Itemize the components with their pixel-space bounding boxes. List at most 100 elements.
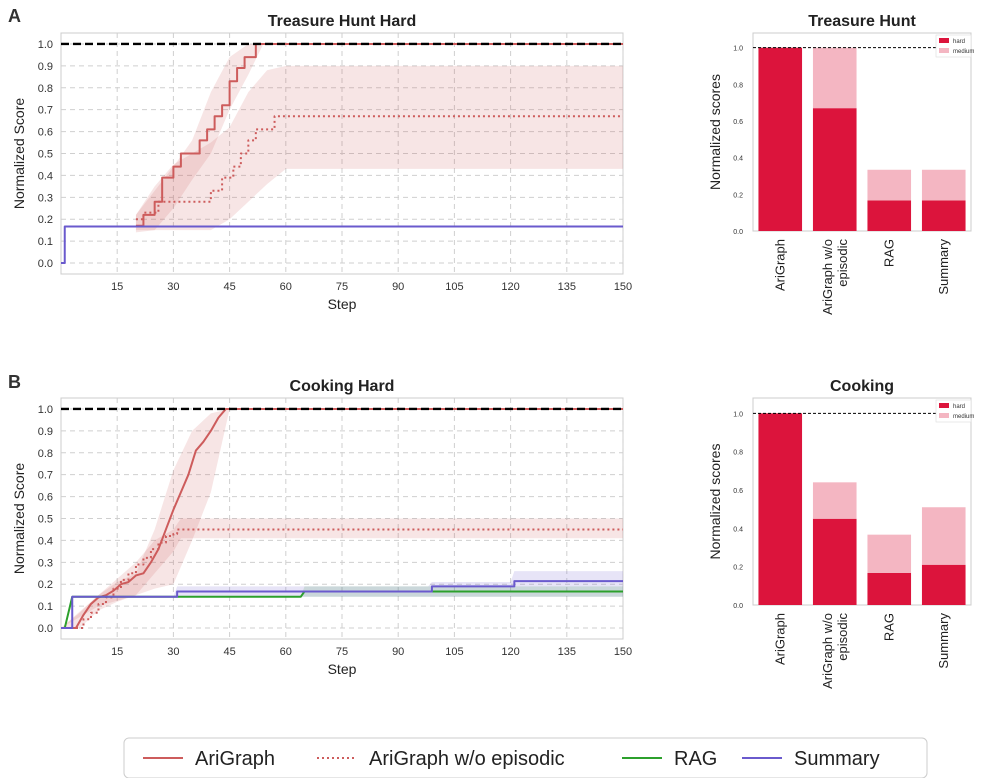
bar-legend: hard medium bbox=[935, 34, 974, 58]
y-tick-label: 0.7 bbox=[38, 105, 53, 117]
x-tick-label: 90 bbox=[392, 281, 404, 293]
y-tick-label: 0.4 bbox=[38, 170, 53, 182]
x-tick-label: 150 bbox=[614, 281, 632, 293]
x-tick-label: AriGraph bbox=[772, 613, 787, 665]
bar-medium-summary bbox=[921, 169, 966, 201]
bar-hard-rag bbox=[867, 572, 912, 605]
y-tick-label: 0.0 bbox=[38, 623, 53, 635]
y-tick-label: 0.6 bbox=[733, 488, 743, 495]
figure-legend: AriGraph AriGraph w/o episodic RAG Summary bbox=[123, 737, 928, 778]
chart-title: Cooking Hard bbox=[290, 378, 395, 395]
y-tick-label: 0.6 bbox=[38, 492, 53, 504]
bar-hard-arigraph-w-o-episodic bbox=[812, 518, 857, 605]
y-tick-label: 0.8 bbox=[733, 82, 743, 89]
series-line-summary bbox=[61, 580, 623, 630]
x-tick-label: 105 bbox=[445, 646, 463, 658]
y-tick-label: 0.0 bbox=[733, 603, 743, 610]
x-tick-label-line: AriGraph w/o bbox=[820, 239, 835, 315]
bar-legend-swatch-hard bbox=[939, 38, 949, 43]
x-tick-label: AriGraph w/oepisodic bbox=[820, 239, 850, 315]
bar-hard-summary bbox=[921, 564, 966, 605]
y-tick-label: 0.0 bbox=[38, 258, 53, 270]
panel-label-b: B bbox=[8, 372, 21, 392]
bar-hard-arigraph bbox=[758, 47, 803, 231]
x-tick-label: 60 bbox=[280, 281, 292, 293]
y-tick-label: 1.0 bbox=[38, 404, 53, 416]
y-tick-label: 0.3 bbox=[38, 557, 53, 569]
x-tick-label: 75 bbox=[336, 646, 348, 658]
y-tick-label: 0.2 bbox=[733, 192, 743, 199]
y-tick-label: 0.2 bbox=[733, 565, 743, 572]
y-tick-label: 0.0 bbox=[733, 229, 743, 236]
x-tick-label: 135 bbox=[558, 281, 576, 293]
x-tick-label-line: AriGraph w/o bbox=[820, 613, 835, 689]
band-arigraph-w-o-episodic bbox=[61, 518, 623, 629]
bar-legend-label: hard bbox=[953, 404, 965, 410]
y-tick-label: 0.7 bbox=[38, 470, 53, 482]
bar-legend-label: hard bbox=[953, 39, 965, 45]
series-line-arigraph-w-o-episodic bbox=[61, 528, 623, 630]
cooking-hard-line-chart: 15 30 45 60 75 90 105 120 135 150 0.0 0.1 0.2 0.3 0.4 0… bbox=[11, 378, 632, 677]
bar-medium-arigraph-w-o-episodic bbox=[812, 482, 857, 519]
bar-medium-rag bbox=[867, 169, 912, 201]
chart-title: Cooking bbox=[830, 378, 894, 395]
y-tick-label: 0.6 bbox=[38, 127, 53, 139]
x-tick-label: 105 bbox=[445, 281, 463, 293]
x-axis-label: Step bbox=[328, 296, 357, 312]
y-tick-label: 0.8 bbox=[733, 450, 743, 457]
y-tick-label: 0.2 bbox=[38, 214, 53, 226]
band-arigraph bbox=[61, 408, 623, 629]
y-axis-label: Normalized scores bbox=[707, 444, 723, 560]
bar-legend-label: medium bbox=[953, 414, 974, 420]
x-tick-label: 15 bbox=[111, 281, 123, 293]
y-tick-label: 0.6 bbox=[733, 119, 743, 126]
chart-title: Treasure Hunt Hard bbox=[268, 13, 416, 30]
treasure-hunt-hard-line-chart: 15 30 45 60 75 90 105 120 135 150 0.0 0.1 0.2 0.3 0.4 0… bbox=[11, 13, 632, 312]
y-tick-label: 0.9 bbox=[38, 426, 53, 438]
cooking-bar-chart: 0.0 0.2 0.4 0.6 0.8 1.0 AriGraph AriGraph w/oep… bbox=[707, 378, 974, 689]
x-axis-label: Step bbox=[328, 661, 357, 677]
y-tick-label: 0.1 bbox=[38, 236, 53, 248]
x-tick-label: 75 bbox=[336, 281, 348, 293]
bar-hard-arigraph bbox=[758, 413, 803, 605]
legend-label-summary: Summary bbox=[794, 748, 880, 770]
bar-hard-rag bbox=[867, 200, 912, 231]
legend-label-arigraph-w-o-episodic: AriGraph w/o episodic bbox=[369, 748, 565, 770]
y-tick-label: 0.4 bbox=[733, 156, 743, 163]
x-tick-label: 120 bbox=[501, 646, 519, 658]
x-tick-label: 60 bbox=[280, 646, 292, 658]
bar-legend-swatch-medium bbox=[939, 48, 949, 53]
x-tick-label: RAG bbox=[881, 613, 896, 641]
y-tick-label: 0.4 bbox=[733, 526, 743, 533]
y-tick-label: 1.0 bbox=[733, 411, 743, 418]
y-tick-label: 1.0 bbox=[733, 46, 743, 53]
x-tick-label: 30 bbox=[167, 646, 179, 658]
x-tick-label: 150 bbox=[614, 646, 632, 658]
x-tick-label-line: episodic bbox=[835, 239, 850, 287]
bar-legend-swatch-hard bbox=[939, 403, 949, 408]
y-tick-label: 0.3 bbox=[38, 192, 53, 204]
y-tick-label: 0.5 bbox=[38, 514, 53, 526]
y-tick-label: 0.2 bbox=[38, 579, 53, 591]
x-tick-label: Summary bbox=[936, 239, 951, 295]
y-tick-label: 0.9 bbox=[38, 61, 53, 73]
series-line-arigraph bbox=[135, 42, 623, 227]
y-tick-label: 0.4 bbox=[38, 535, 53, 547]
legend-label-rag: RAG bbox=[674, 748, 717, 770]
x-tick-label: AriGraph bbox=[772, 239, 787, 291]
treasure-hunt-bar-chart: 0.0 0.2 0.4 0.6 0.8 1.0 AriGraph AriGraph w/oep… bbox=[707, 13, 974, 315]
series-line-summary bbox=[61, 225, 623, 265]
series-line-arigraph bbox=[61, 407, 623, 630]
x-tick-label: 135 bbox=[558, 646, 576, 658]
y-axis-label: Normalized scores bbox=[707, 74, 723, 190]
y-tick-label: 0.5 bbox=[38, 149, 53, 161]
legend-frame bbox=[123, 737, 928, 778]
bar-legend: hard medium bbox=[935, 399, 974, 423]
x-tick-label: 45 bbox=[223, 646, 235, 658]
bar-hard-arigraph-w-o-episodic bbox=[812, 108, 857, 231]
x-tick-label-line: episodic bbox=[835, 613, 850, 661]
y-tick-label: 0.1 bbox=[38, 601, 53, 613]
x-tick-label: Summary bbox=[936, 613, 951, 669]
series-line-arigraph-w-o-episodic bbox=[135, 115, 623, 221]
y-axis-label: Normalized Score bbox=[11, 98, 27, 209]
